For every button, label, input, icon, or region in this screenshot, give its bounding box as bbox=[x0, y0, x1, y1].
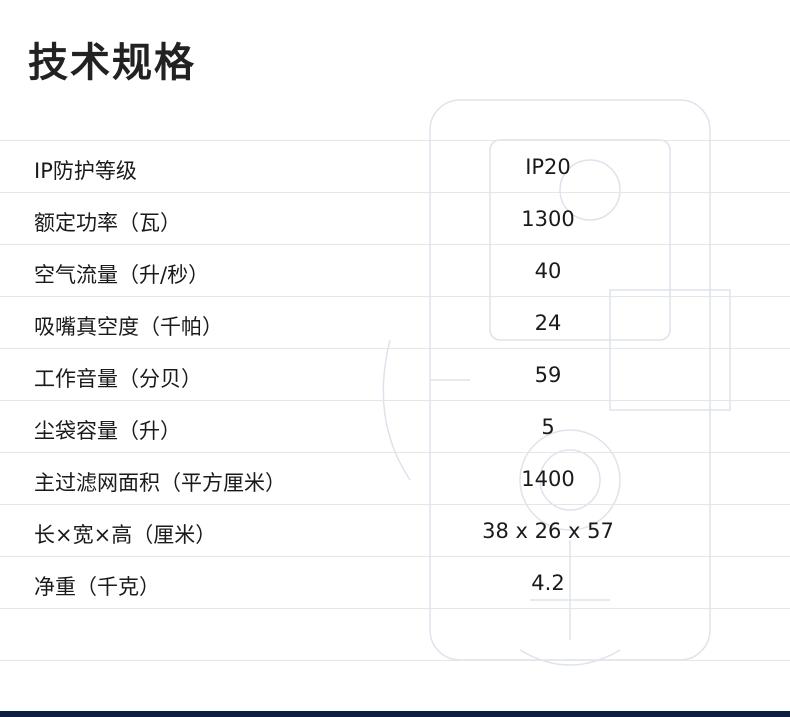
spec-label: 长×宽×高（厘米） bbox=[34, 523, 217, 547]
empty-row bbox=[0, 660, 790, 713]
spec-value: 38 x 26 x 57 bbox=[482, 519, 614, 543]
spec-label: 额定功率（瓦） bbox=[34, 211, 181, 235]
spec-value: 1300 bbox=[521, 207, 575, 231]
footer-bar bbox=[0, 711, 790, 717]
spec-value: IP20 bbox=[525, 155, 571, 179]
spec-value: 24 bbox=[534, 311, 562, 335]
spec-row: 吸嘴真空度（千帕） 24 bbox=[0, 296, 790, 349]
spec-row: 净重（千克） 4.2 bbox=[0, 556, 790, 609]
spec-value: 40 bbox=[534, 259, 562, 283]
spec-label: 净重（千克） bbox=[34, 575, 160, 599]
spec-value: 5 bbox=[541, 415, 555, 439]
spec-row: 长×宽×高（厘米） 38 x 26 x 57 bbox=[0, 504, 790, 557]
spec-label: 主过滤网面积（平方厘米） bbox=[34, 471, 286, 495]
empty-row bbox=[0, 608, 790, 661]
spec-row: 工作音量（分贝） 59 bbox=[0, 348, 790, 401]
spec-value: 1400 bbox=[521, 467, 575, 491]
spec-label: IP防护等级 bbox=[34, 159, 137, 183]
spec-label: 吸嘴真空度（千帕） bbox=[34, 315, 223, 339]
spec-row: 额定功率（瓦） 1300 bbox=[0, 192, 790, 245]
spec-row: 尘袋容量（升） 5 bbox=[0, 400, 790, 453]
spec-row: 主过滤网面积（平方厘米） 1400 bbox=[0, 452, 790, 505]
spec-row: IP防护等级 IP20 bbox=[0, 140, 790, 193]
spec-label: 工作音量（分贝） bbox=[34, 367, 202, 391]
spec-row: 空气流量（升/秒） 40 bbox=[0, 244, 790, 297]
spec-value: 4.2 bbox=[531, 571, 565, 595]
spec-label: 空气流量（升/秒） bbox=[34, 263, 210, 287]
page-title: 技术规格 bbox=[28, 40, 196, 86]
spec-value: 59 bbox=[534, 363, 562, 387]
spec-label: 尘袋容量（升） bbox=[34, 419, 181, 443]
